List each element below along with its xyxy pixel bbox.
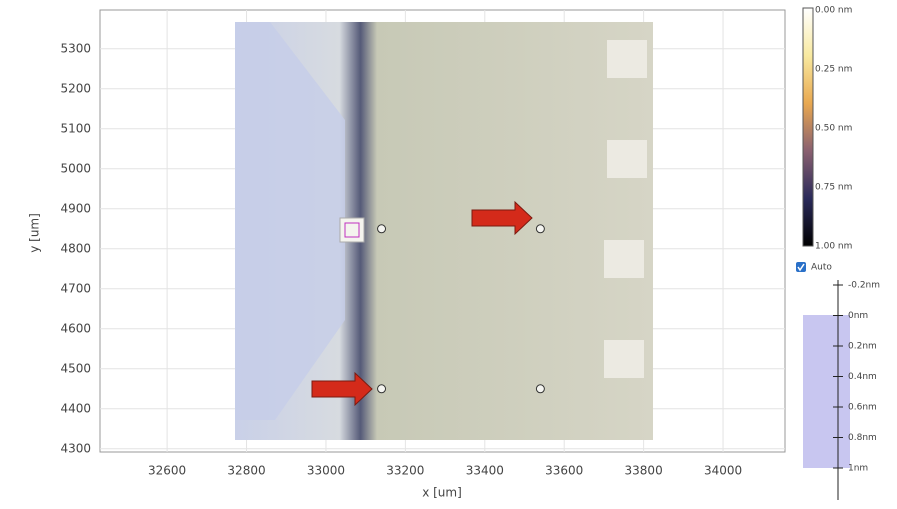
y-tick-label: 4800 [60,241,91,255]
y-tick-label: 4600 [60,321,91,335]
depth-label: 0.2nm [848,342,877,352]
x-axis-label: x [um] [422,486,462,500]
y-tick-label: 4900 [60,201,91,215]
marker [536,385,544,393]
colorbar-label: 0.25 nm [815,65,852,75]
marker [536,225,544,233]
y-tick-label: 5200 [60,81,91,95]
y-tick-label: 4700 [60,281,91,295]
depth-fill [803,315,850,468]
auto-label: Auto [811,263,832,273]
y-tick-label: 5300 [60,41,91,55]
x-tick-label: 32800 [227,464,265,478]
colorbar-label: 1.00 nm [815,242,852,252]
auto-checkbox[interactable] [796,262,806,272]
depth-label: -0.2nm [848,281,880,291]
y-tick-label: 4300 [60,441,91,455]
y-tick-label: 4500 [60,361,91,375]
x-tick-label: 32600 [148,464,186,478]
page: x [um] y [um] Auto 32600 32800 33000 33200 3… [0,0,897,505]
depth-label: 0.8nm [848,433,877,443]
depth-label: 0.6nm [848,403,877,413]
app: x [um] y [um] Auto 32600 32800 33000 33200 3… [0,0,897,505]
y-tick-label: 4400 [60,401,91,415]
pad [607,140,647,178]
depth-label: 0.4nm [848,372,877,382]
x-tick-label: 33400 [466,464,504,478]
y-tick-label: 5100 [60,121,91,135]
x-tick-label: 33000 [307,464,345,478]
x-tick-label: 33800 [625,464,663,478]
colorbar-label: 0.00 nm [815,6,852,16]
pad [604,340,644,378]
depth-label: 1nm [848,464,868,474]
pad [607,40,647,78]
target [340,218,364,242]
x-tick-label: 33200 [386,464,424,478]
colorbar-label: 0.75 nm [815,183,852,193]
pad [604,240,644,278]
x-tick-label: 33600 [545,464,583,478]
marker [378,225,386,233]
y-axis-label: y [um] [28,213,42,253]
colorbar-label: 0.50 nm [815,124,852,134]
colorbar [803,8,813,246]
x-tick-label: 34000 [704,464,742,478]
y-tick-label: 5000 [60,161,91,175]
depth-label: 0nm [848,311,868,321]
marker [378,385,386,393]
